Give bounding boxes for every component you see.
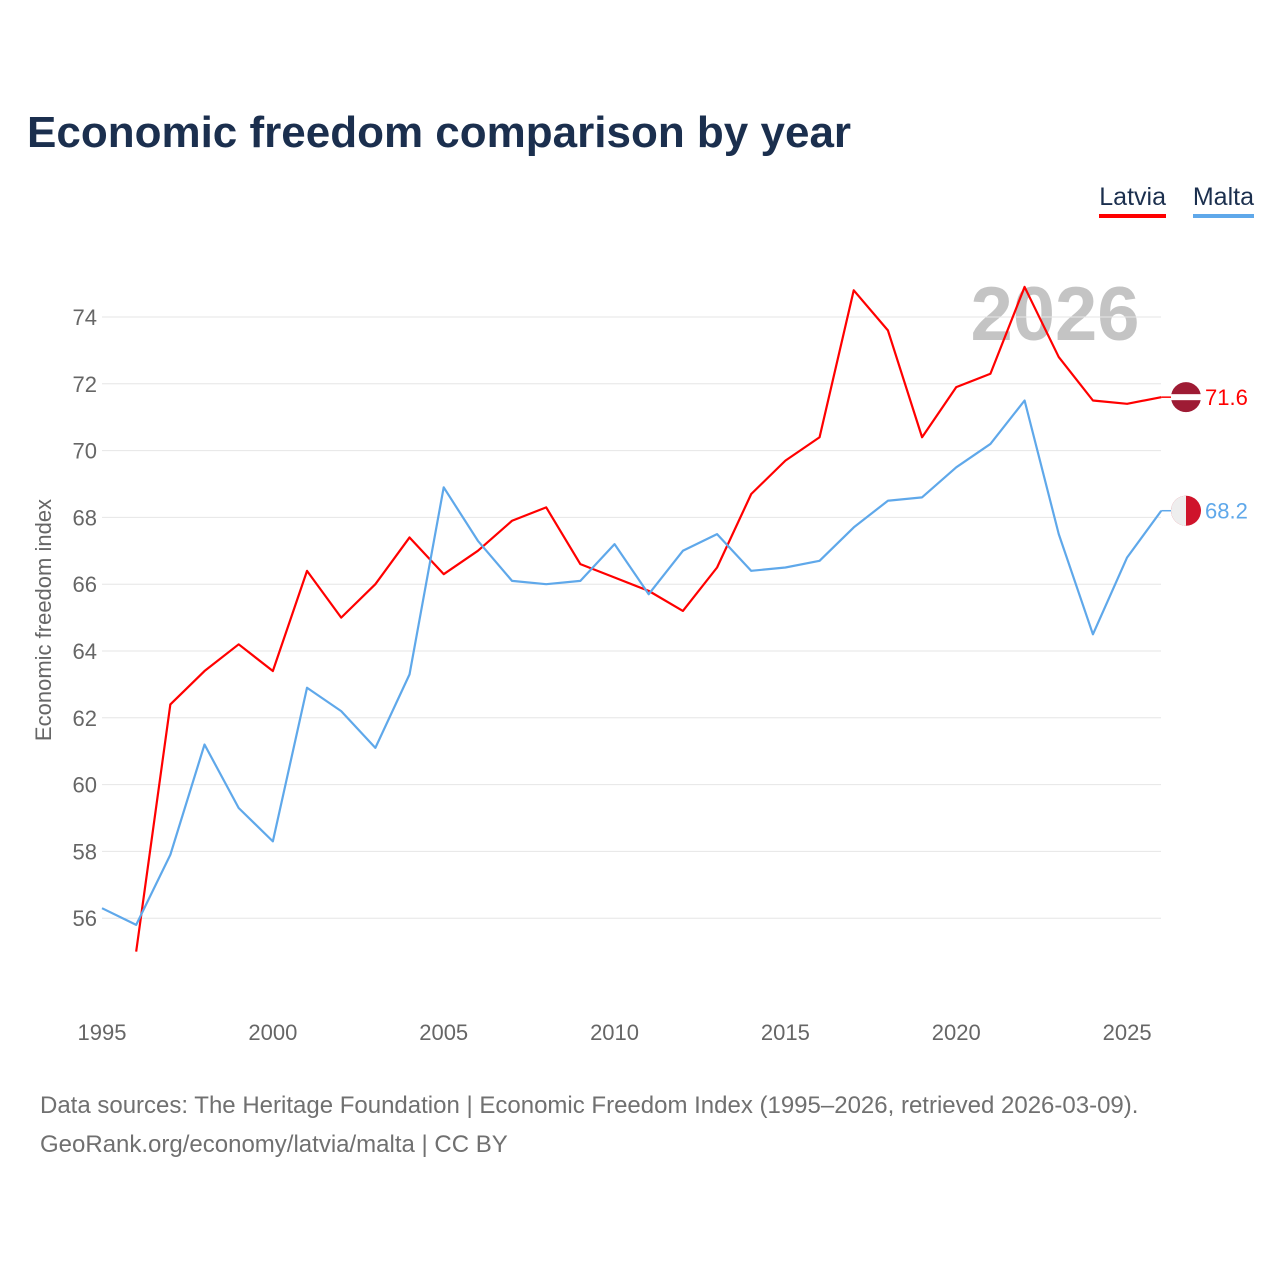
malta-flag-white (1171, 495, 1186, 526)
series-line-latvia (135, 285, 1162, 952)
y-tick-label: 58 (73, 839, 97, 864)
series-line-malta (101, 399, 1163, 926)
y-tick-label: 62 (73, 706, 97, 731)
year-watermark: 2026 (970, 272, 1139, 357)
y-axis-label: Economic freedom index (31, 499, 56, 741)
y-tick-label: 64 (73, 639, 97, 664)
chart-title: Economic freedom comparison by year (27, 108, 852, 157)
y-tick-label: 66 (73, 572, 97, 597)
source-note: Data sources: The Heritage Foundation | … (40, 1086, 1138, 1164)
y-tick-label: 68 (73, 505, 97, 530)
x-tick-label: 1995 (78, 1020, 127, 1045)
legend-latvia[interactable]: Latvia (1099, 183, 1166, 218)
y-tick-label: 56 (73, 906, 97, 931)
y-tick-label: 72 (73, 372, 97, 397)
source-line-1: Data sources: The Heritage Foundation | … (40, 1092, 1139, 1119)
latvia-flag-stripe (1171, 394, 1201, 401)
y-tick-label: 74 (73, 305, 97, 330)
x-tick-label: 2020 (932, 1020, 981, 1045)
x-tick-label: 2005 (419, 1020, 468, 1045)
end-value-label: 71.6 (1205, 385, 1248, 410)
y-tick-label: 70 (73, 439, 97, 464)
x-tick-label: 2025 (1103, 1020, 1152, 1045)
x-tick-label: 2010 (590, 1020, 639, 1045)
x-tick-label: 2015 (761, 1020, 810, 1045)
source-line-2: GeoRank.org/economy/latvia/malta | CC BY (40, 1131, 508, 1158)
y-tick-label: 60 (73, 773, 97, 798)
end-value-label: 68.2 (1205, 499, 1248, 524)
legend-malta[interactable]: Malta (1192, 183, 1254, 218)
x-tick-label: 2000 (248, 1020, 297, 1045)
